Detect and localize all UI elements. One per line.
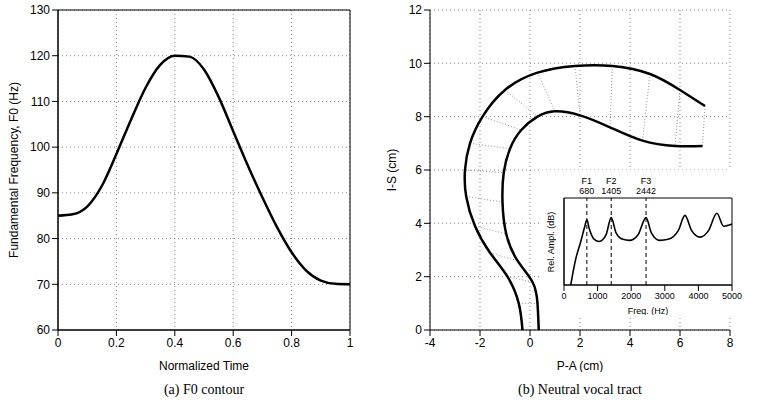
svg-text:80: 80 [37, 232, 51, 246]
html-text:I-S (cm): I-S (cm) [385, 148, 399, 192]
svg-text:2000: 2000 [621, 291, 641, 301]
svg-text:F2: F2 [606, 176, 617, 186]
svg-text:70: 70 [37, 278, 51, 292]
svg-text:4000: 4000 [688, 291, 708, 301]
html-text:Rel. Ampl. (dB): Rel. Ampl. (dB) [545, 211, 556, 272]
svg-text:6: 6 [677, 336, 684, 350]
svg-text:8: 8 [727, 336, 734, 350]
svg-text:0: 0 [55, 336, 62, 350]
svg-text:2442: 2442 [636, 186, 656, 196]
svg-text:680: 680 [579, 186, 594, 196]
svg-text:1: 1 [347, 336, 354, 350]
svg-text:0.4: 0.4 [166, 336, 183, 350]
svg-text:-4: -4 [425, 336, 436, 350]
svg-text:120: 120 [30, 49, 50, 63]
svg-text:10: 10 [409, 57, 423, 71]
svg-text:90: 90 [37, 186, 51, 200]
svg-text:2: 2 [415, 270, 422, 284]
svg-text:6: 6 [415, 163, 422, 177]
svg-text:1000: 1000 [588, 291, 608, 301]
svg-text:0.2: 0.2 [108, 336, 125, 350]
svg-text:0.6: 0.6 [225, 336, 242, 350]
svg-text:5000: 5000 [722, 291, 742, 301]
svg-text:130: 130 [30, 3, 50, 17]
svg-text:60: 60 [37, 323, 51, 337]
svg-text:110: 110 [31, 95, 50, 109]
svg-text:0: 0 [415, 323, 422, 337]
svg-text:0: 0 [527, 336, 534, 350]
html-text:Fundamental Frequency, F0 (Hz): Fundamental Frequency, F0 (Hz) [7, 82, 21, 258]
svg-text:4: 4 [627, 336, 634, 350]
svg-text:-2: -2 [475, 336, 486, 350]
svg-text:F3: F3 [641, 176, 652, 186]
svg-text:F1: F1 [582, 176, 593, 186]
svg-text:1405: 1405 [601, 186, 621, 196]
svg-text:Normalized Time: Normalized Time [159, 359, 249, 372]
svg-text:0: 0 [561, 291, 566, 301]
html-text:(a) F0 contour: (a) F0 contour [164, 382, 244, 397]
svg-text:2: 2 [577, 336, 584, 350]
svg-text:12: 12 [409, 3, 423, 17]
html-text:(b) Neutral vocal tract: (b) Neutral vocal tract [518, 382, 642, 397]
svg-text:4: 4 [415, 217, 422, 231]
svg-text:100: 100 [30, 140, 50, 154]
svg-text:8: 8 [415, 110, 422, 124]
svg-text:P-A (cm): P-A (cm) [557, 359, 604, 372]
svg-text:0.8: 0.8 [283, 336, 300, 350]
svg-text:Freq. (Hz): Freq. (Hz) [628, 306, 669, 315]
svg-text:3000: 3000 [655, 291, 675, 301]
